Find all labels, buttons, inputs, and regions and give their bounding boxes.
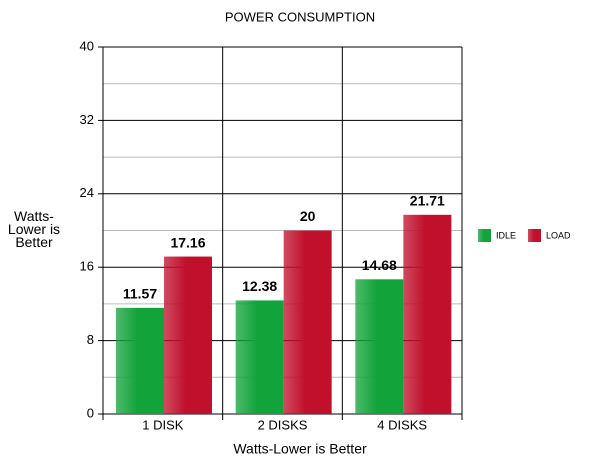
legend-swatch bbox=[528, 229, 541, 242]
bar bbox=[283, 230, 332, 414]
chart-title: POWER CONSUMPTION bbox=[225, 9, 375, 24]
bar bbox=[116, 307, 164, 414]
y-tick-label: 0 bbox=[87, 405, 94, 420]
data-label: 14.68 bbox=[362, 257, 397, 273]
bar bbox=[235, 300, 284, 414]
data-label: 17.16 bbox=[170, 234, 205, 250]
y-tick-label: 8 bbox=[87, 332, 94, 347]
x-tick-label: 2 DISKS bbox=[258, 417, 308, 432]
y-tick-label: 40 bbox=[80, 38, 94, 53]
y-tick-label: 16 bbox=[80, 259, 94, 274]
y-axis-label: Watts-Lower is Better bbox=[7, 208, 61, 250]
data-label: 21.71 bbox=[410, 193, 445, 209]
y-tick-label: 32 bbox=[80, 112, 94, 127]
x-tick-label: 4 DISKS bbox=[377, 417, 427, 432]
data-label: 12.38 bbox=[242, 278, 277, 294]
data-label: 20 bbox=[300, 208, 316, 224]
y-tick-label: 24 bbox=[80, 185, 94, 200]
legend-swatch bbox=[478, 229, 491, 242]
x-tick-label: 1 DISK bbox=[142, 417, 184, 432]
x-axis-label: Watts-Lower is Better bbox=[233, 441, 367, 457]
data-label: 11.57 bbox=[123, 286, 157, 302]
legend-label: IDLE bbox=[496, 230, 516, 240]
bar bbox=[164, 256, 212, 414]
legend-label: LOAD bbox=[546, 230, 571, 240]
bar bbox=[403, 214, 452, 414]
bar bbox=[355, 279, 404, 414]
